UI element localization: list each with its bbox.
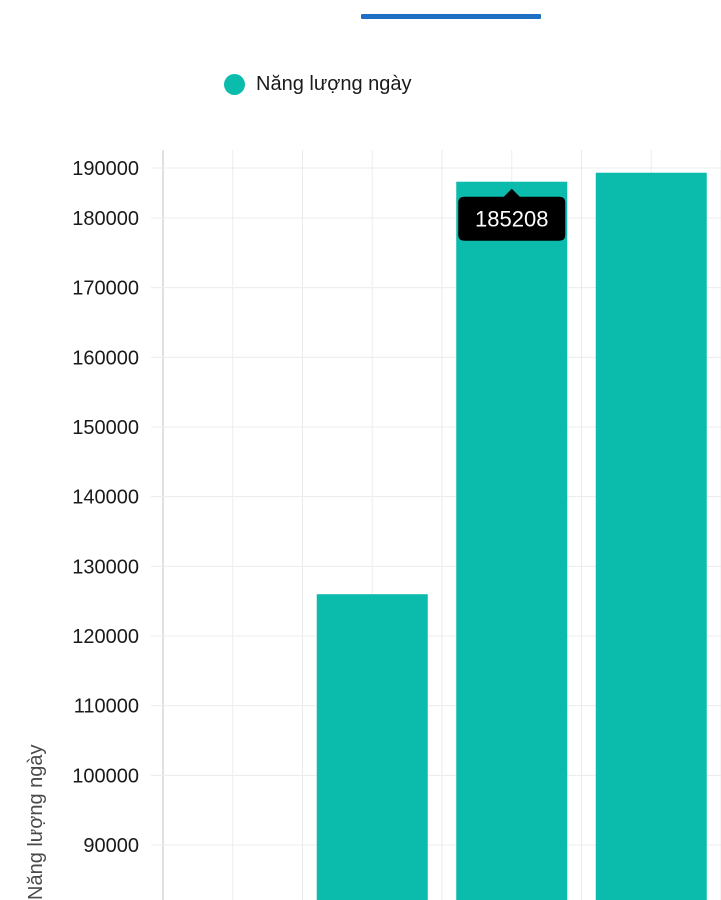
legend[interactable]: Năng lượng ngày xyxy=(224,72,412,96)
bar[interactable] xyxy=(595,172,707,900)
y-tick-label: 90000 xyxy=(83,835,139,857)
y-tick-label: 150000 xyxy=(72,417,139,439)
active-tab-indicator xyxy=(361,14,541,19)
y-axis-title: Năng lượng ngày xyxy=(25,745,47,900)
y-tick-label: 190000 xyxy=(72,158,139,180)
y-axis-ticks: 190000 180000 170000 160000 150000 140000 1300… xyxy=(72,158,139,857)
y-tick-label: 100000 xyxy=(72,765,139,787)
legend-swatch xyxy=(224,73,245,95)
tooltip-box xyxy=(458,188,566,241)
y-tick-label: 160000 xyxy=(72,347,139,369)
bar[interactable] xyxy=(456,181,568,900)
y-tick-label: 120000 xyxy=(72,626,139,648)
y-tick-label: 130000 xyxy=(72,556,139,578)
y-tick-label: 180000 xyxy=(72,208,139,230)
bars xyxy=(316,172,707,900)
y-tick-label: 170000 xyxy=(72,278,139,300)
legend-label: Năng lượng ngày xyxy=(256,72,412,95)
tooltip-value: 185208 xyxy=(475,207,548,232)
value-tooltip: 185208 xyxy=(458,188,566,241)
y-tick-label: 140000 xyxy=(72,487,139,509)
y-tick-label: 110000 xyxy=(74,696,139,718)
bar[interactable] xyxy=(316,594,428,900)
